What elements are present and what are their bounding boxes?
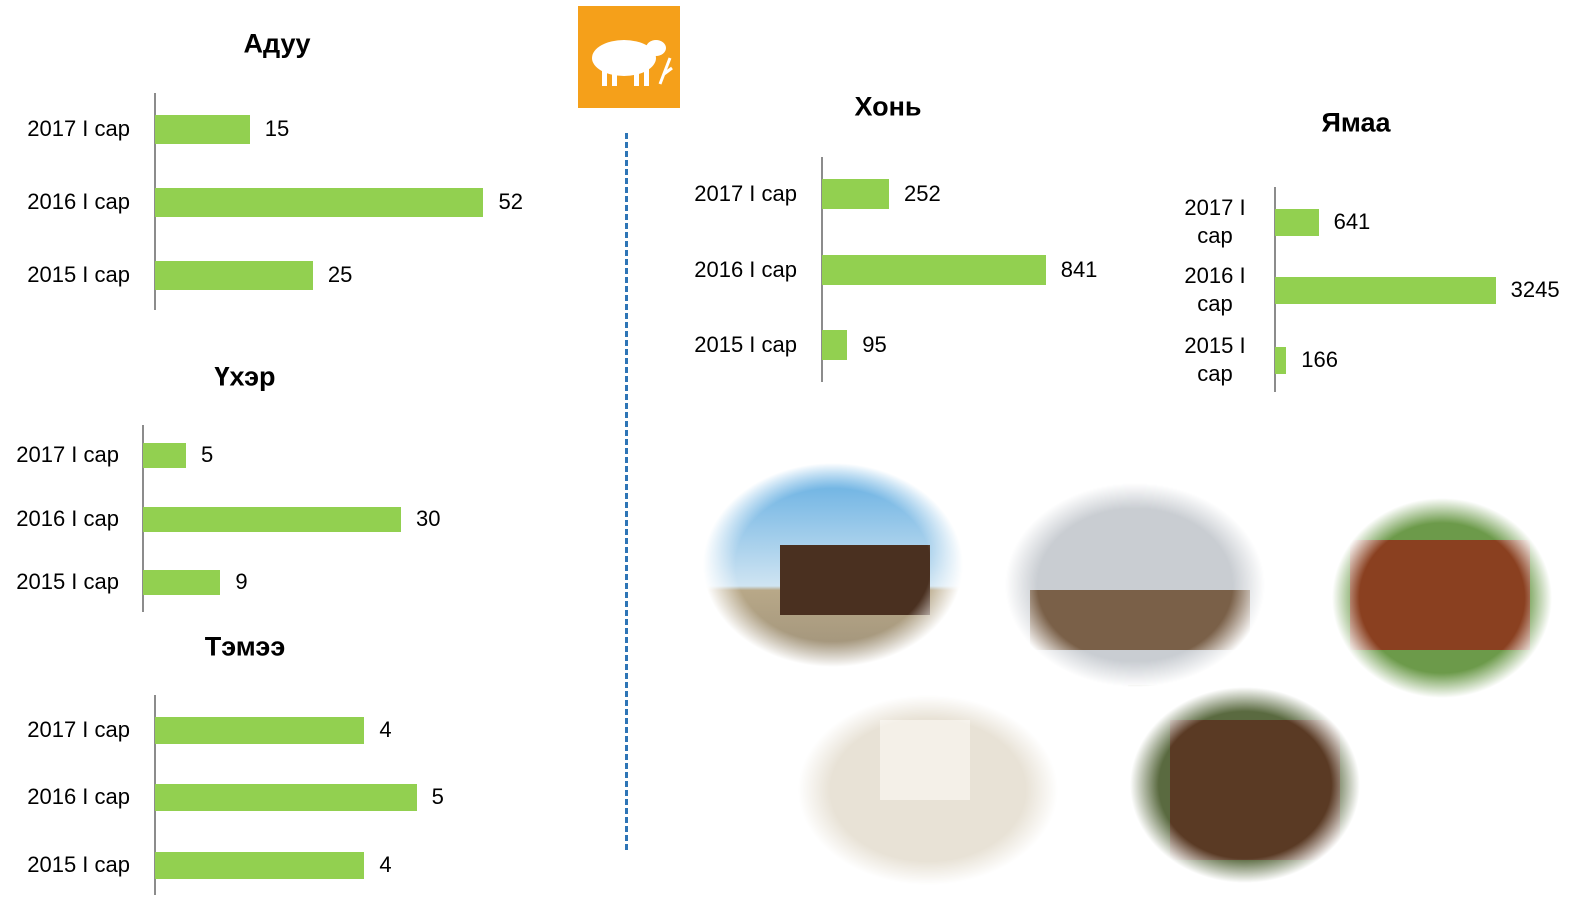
value-label: 3245 xyxy=(1510,277,1560,302)
bar xyxy=(155,783,417,811)
bar xyxy=(143,569,221,595)
category-label: 2015 I сар xyxy=(16,569,119,594)
category-label: 2015 I сар xyxy=(27,262,130,287)
category-label: 2016 I сар xyxy=(27,784,130,809)
bar xyxy=(822,255,1046,285)
category-label: 2015 I сар xyxy=(694,332,797,357)
chart-title: Ямаа xyxy=(1321,107,1391,138)
bar xyxy=(143,506,401,532)
sheep-glyph xyxy=(592,40,673,86)
value-label: 252 xyxy=(904,181,941,206)
chart-title: Адуу xyxy=(243,28,311,59)
category-label: 2017 I сар xyxy=(1184,195,1246,248)
value-label: 9 xyxy=(235,569,248,594)
sheep-icon xyxy=(578,6,680,108)
bar xyxy=(155,260,313,290)
bar xyxy=(155,187,484,217)
category-label: 2015 I сар xyxy=(27,852,130,877)
value-label: 30 xyxy=(416,506,441,531)
category-label: 2017 I сар xyxy=(16,442,119,467)
bar xyxy=(155,114,250,144)
chart-title: Тэмээ xyxy=(204,631,286,662)
value-label: 641 xyxy=(1333,209,1371,234)
bar xyxy=(1275,208,1319,236)
bar xyxy=(1275,276,1496,304)
category-label: 2017 I сар xyxy=(27,116,130,141)
bar xyxy=(143,442,186,468)
divider xyxy=(625,133,628,850)
bar xyxy=(1275,346,1287,374)
value-label: 25 xyxy=(327,262,353,287)
bar xyxy=(155,716,365,744)
value-label: 841 xyxy=(1060,257,1098,282)
value-label: 5 xyxy=(431,784,444,809)
value-label: 15 xyxy=(264,116,290,141)
bar xyxy=(822,179,890,209)
value-label: 52 xyxy=(498,189,523,214)
chart-title: Үхэр xyxy=(214,361,276,392)
category-label: 2017 I сар xyxy=(27,717,130,742)
chart-title: Хонь xyxy=(854,91,922,122)
category-label: 2016 I сар xyxy=(16,506,119,531)
category-label: 2015 I сар xyxy=(1184,333,1246,386)
category-label: 2016 I сар xyxy=(27,189,130,214)
value-label: 166 xyxy=(1301,347,1338,372)
value-label: 95 xyxy=(862,332,887,357)
category-label: 2016 I сар xyxy=(1184,263,1246,316)
value-label: 5 xyxy=(201,442,214,467)
category-label: 2016 I сар xyxy=(694,257,797,282)
value-label: 4 xyxy=(379,717,392,742)
value-label: 4 xyxy=(379,852,392,877)
bar xyxy=(822,330,848,360)
bar xyxy=(155,851,365,879)
category-label: 2017 I сар xyxy=(694,181,797,206)
